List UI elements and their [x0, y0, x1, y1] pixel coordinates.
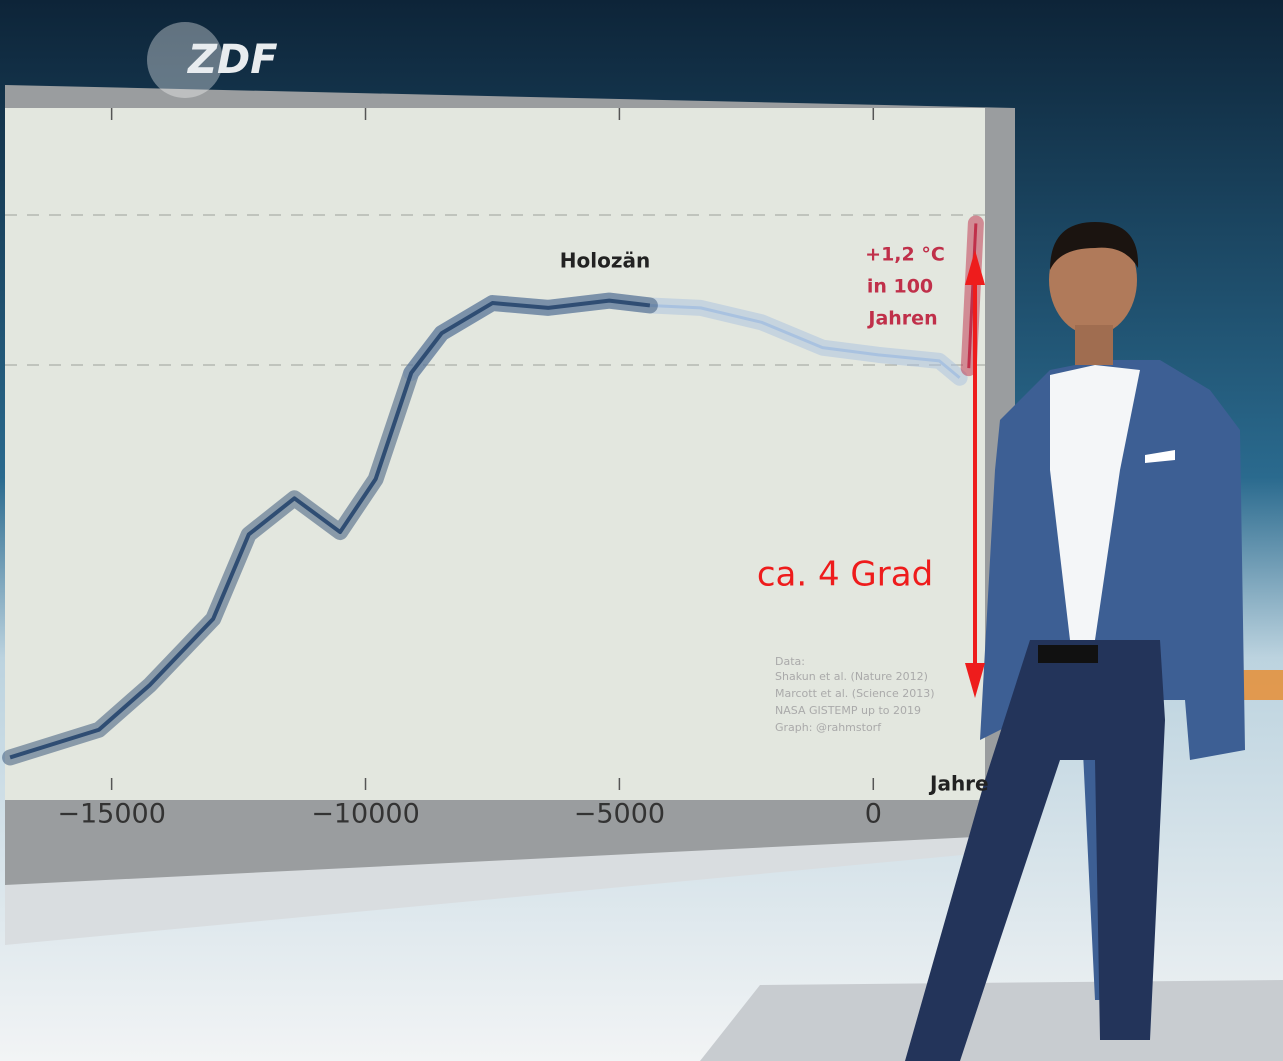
- series-line: [9, 298, 651, 760]
- credit: Data:: [775, 655, 805, 668]
- series-line: [967, 223, 978, 369]
- span-label: ca. 4 Grad: [757, 555, 933, 595]
- x-tick-label: −10000: [311, 799, 420, 830]
- logo-circle: [147, 22, 223, 98]
- logo: ZDF: [186, 37, 278, 83]
- credits: Data: Shakun et al. (Nature 2012) Marcot…: [775, 655, 935, 734]
- credit: Shakun et al. (Nature 2012): [775, 670, 928, 683]
- arrow-head: [965, 250, 985, 285]
- presenter: [905, 222, 1245, 1061]
- x-tick-label: −15000: [57, 799, 166, 830]
- x-tick-label: 0: [865, 799, 882, 830]
- credit: Graph: @rahmstorf: [775, 721, 882, 734]
- x-tick-label: −5000: [574, 799, 665, 830]
- arrow-head: [965, 663, 985, 698]
- rise-label: Jahren: [866, 308, 937, 330]
- panel-shadow: [5, 820, 1015, 945]
- plot-area: [5, 108, 985, 800]
- period-label: Holozän: [560, 249, 650, 273]
- credit: NASA GISTEMP up to 2019: [775, 704, 921, 717]
- floor: [700, 980, 1283, 1061]
- rise-label: +1,2 °C: [865, 244, 945, 266]
- x-axis-label: Jahre: [928, 772, 989, 796]
- chart: −15000 −10000 −5000 0: [2, 108, 984, 830]
- rise-label: in 100: [867, 276, 933, 298]
- credit: Marcott et al. (Science 2013): [775, 687, 935, 700]
